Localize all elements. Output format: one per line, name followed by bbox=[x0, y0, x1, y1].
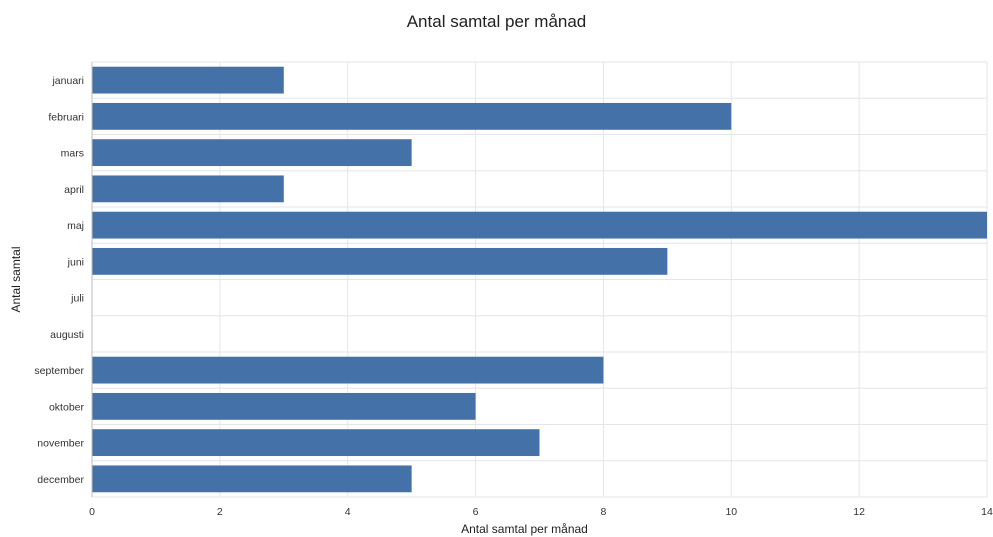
bar-mars[interactable] bbox=[92, 139, 412, 167]
x-tick-label: 14 bbox=[981, 506, 993, 518]
bar-juni[interactable] bbox=[92, 247, 668, 275]
y-tick-label: december bbox=[37, 474, 84, 486]
y-tick-label: april bbox=[64, 184, 84, 196]
x-axis-title: Antal samtal per månad bbox=[461, 522, 588, 536]
bar-november[interactable] bbox=[92, 429, 540, 457]
y-tick-label: januari bbox=[51, 75, 84, 87]
y-axis-title: Antal samtal bbox=[9, 246, 23, 312]
bar-december[interactable] bbox=[92, 465, 412, 493]
x-tick-labels: 0 2 4 6 8 10 12 14 bbox=[89, 506, 993, 518]
y-tick-label: juni bbox=[67, 256, 84, 268]
bar-september[interactable] bbox=[92, 356, 604, 384]
y-tick-label: september bbox=[34, 365, 84, 377]
bar-oktober[interactable] bbox=[92, 392, 476, 420]
x-tick-label: 0 bbox=[89, 506, 95, 518]
x-tick-label: 10 bbox=[725, 506, 737, 518]
x-tick-label: 2 bbox=[217, 506, 223, 518]
y-tick-label: oktober bbox=[49, 401, 85, 413]
y-tick-label: augusti bbox=[50, 329, 84, 341]
y-tick-label: juli bbox=[70, 293, 84, 305]
chart-title: Antal samtal per månad bbox=[406, 12, 587, 31]
bar-januari[interactable] bbox=[92, 66, 284, 94]
bar-april[interactable] bbox=[92, 175, 284, 203]
y-tick-labels: januari februari mars april maj juni juli augus… bbox=[34, 75, 84, 486]
x-tick-label: 6 bbox=[473, 506, 479, 518]
y-tick-label: maj bbox=[67, 220, 84, 232]
y-tick-label: november bbox=[37, 438, 84, 450]
y-tick-label: mars bbox=[61, 148, 84, 160]
bar-februari[interactable] bbox=[92, 102, 732, 130]
x-tick-label: 4 bbox=[345, 506, 351, 518]
grid-lines bbox=[91, 61, 988, 498]
bar-maj[interactable] bbox=[92, 211, 987, 239]
x-tick-label: 12 bbox=[853, 506, 865, 518]
x-tick-label: 8 bbox=[601, 506, 607, 518]
y-tick-label: februari bbox=[48, 111, 84, 123]
bars bbox=[92, 66, 987, 493]
